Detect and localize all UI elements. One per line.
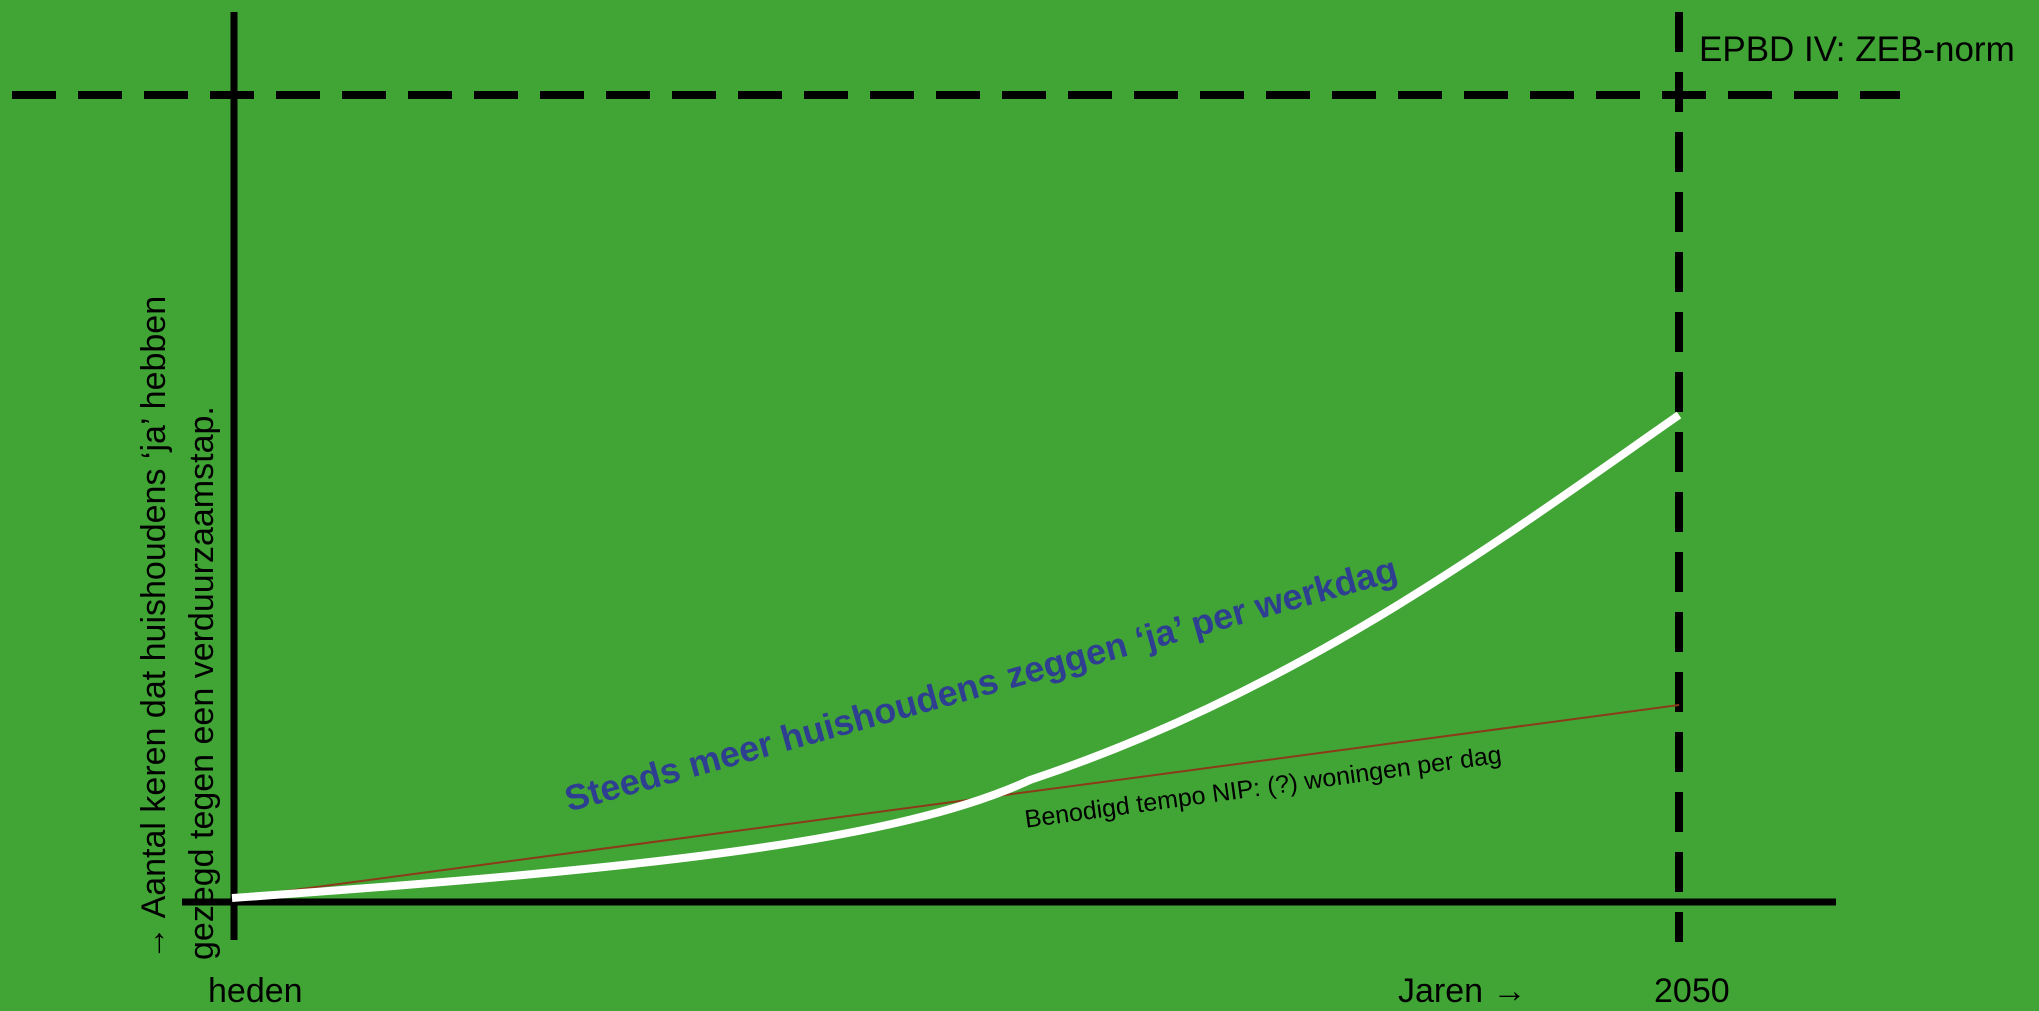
x-axis-label: Jaren → (1398, 972, 1527, 1010)
x-start-label: heden (208, 972, 303, 1010)
growth-curve (231, 411, 1682, 902)
y-axis-label: → Aantal keren dat huishoudens ‘ja’ hebb… (130, 296, 226, 960)
y-axis-label-line1: → Aantal keren dat huishoudens ‘ja’ hebb… (135, 295, 173, 960)
y-axis-label-line2: gezegd tegen een verduurzaamstap. (183, 406, 221, 960)
required-pace-line (233, 704, 1680, 899)
norm-label: EPBD IV: ZEB-norm (1699, 30, 2015, 69)
x-end-label: 2050 (1654, 972, 1730, 1010)
